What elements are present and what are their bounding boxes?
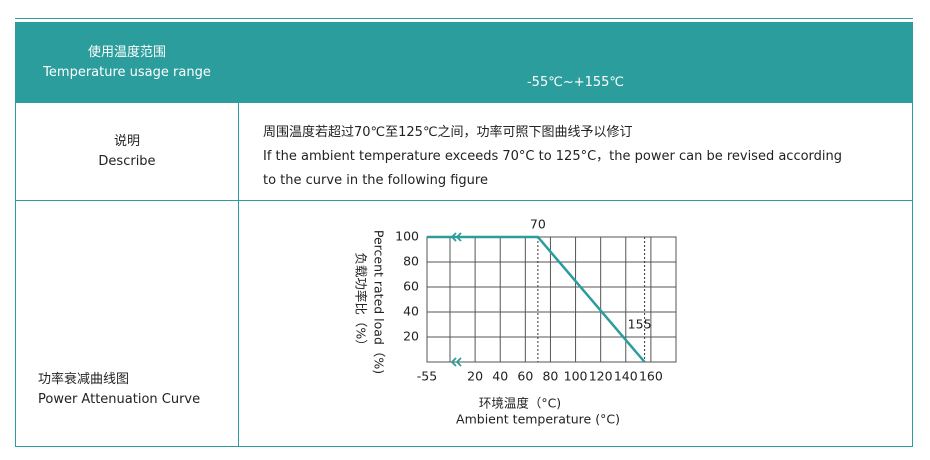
- y-tick-label: 20: [403, 329, 419, 344]
- x-tick-label: 140: [614, 369, 638, 384]
- x-axis-title: 环境温度（°C): [479, 396, 561, 411]
- annotation: 70: [530, 217, 546, 232]
- text-line: 周围温度若超过70℃至125℃之间，功率可照下图曲线予以修订: [263, 125, 633, 140]
- chart-cell: [238, 200, 913, 447]
- label-cn: 使用温度范围: [87, 44, 166, 60]
- label-cn: 功率衰减曲线图: [38, 372, 130, 387]
- break-mark: [450, 357, 457, 367]
- row-content: 周围温度若超过70℃至125℃之间，功率可照下图曲线予以修订 If the am…: [238, 102, 913, 201]
- x-tick-label: 160: [639, 369, 663, 384]
- data-line: [427, 235, 646, 363]
- header-label: 使用温度范围 Temperature usage range: [15, 22, 239, 103]
- x-tick-label: 80: [542, 369, 558, 384]
- text-line: If the ambient temperature exceeds 70°C …: [263, 149, 843, 164]
- label-en: Describe: [98, 153, 156, 169]
- break-mark: [455, 357, 462, 367]
- text-line: to the curve in the following figure: [263, 173, 488, 188]
- x-tick-label: 100: [564, 369, 588, 384]
- y-tick-label: 60: [403, 279, 419, 294]
- header-value: -55℃~+155℃: [238, 22, 913, 103]
- label-en: Temperature usage range: [43, 64, 211, 80]
- plot-frame: [426, 236, 677, 363]
- range: -55℃~+155℃: [526, 75, 625, 90]
- y-tick-label: 100: [395, 229, 419, 244]
- y-axis-title: Percent rated load（%): [372, 230, 387, 374]
- label-en: Power Attenuation Curve: [38, 392, 201, 407]
- label-cn: 说明: [113, 133, 140, 149]
- x-tick-label: -55: [417, 369, 437, 384]
- x-tick-label: 40: [492, 369, 508, 384]
- y-axis-title: 负载功率比（%）: [354, 252, 369, 351]
- x-tick-label: 20: [467, 369, 483, 384]
- x-tick-label: 120: [589, 369, 613, 384]
- annotation: 155: [628, 317, 652, 332]
- y-tick-label: 40: [403, 304, 419, 319]
- x-tick-label: 60: [517, 369, 533, 384]
- y-tick-label: 80: [403, 254, 419, 269]
- x-axis-title: Ambient temperature (°C): [456, 412, 620, 427]
- top-rule: [15, 18, 913, 19]
- row-label: 功率衰减曲线图 Power Attenuation Curve: [15, 200, 239, 447]
